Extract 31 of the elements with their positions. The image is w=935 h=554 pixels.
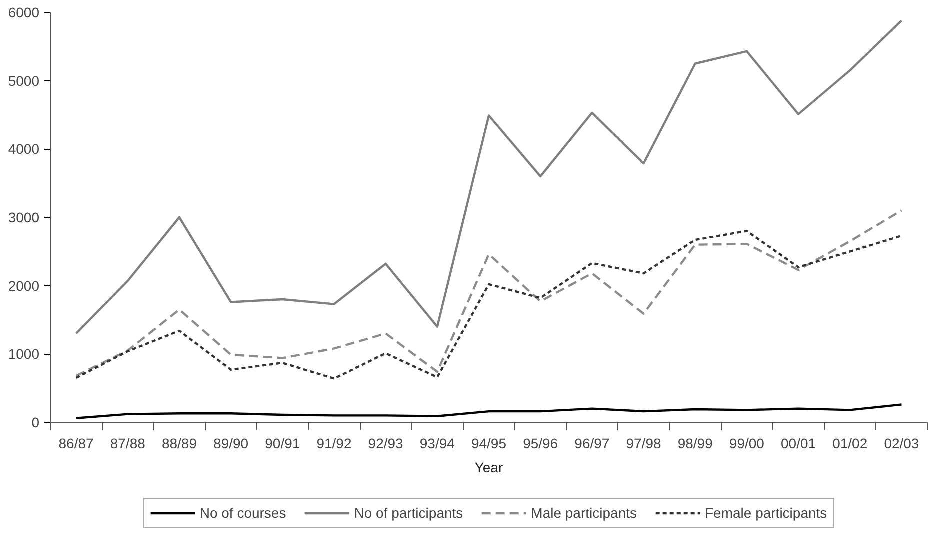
line-series [75,404,903,420]
x-tick-label: 01/02 [832,436,868,452]
x-tick-label: 92/93 [368,436,404,452]
y-tick-label: 2000 [8,278,40,294]
x-tick-label: 94/95 [471,436,507,452]
y-tick-label: 5000 [8,72,40,89]
x-tick-label: 90/91 [265,436,300,452]
x-tick-label: 89/90 [214,436,249,452]
x-tick-label: 02/03 [884,436,920,452]
x-tick-label: 00/01 [781,436,816,452]
x-tick-label: 97/98 [626,436,662,452]
legend-label: No of courses [200,505,286,521]
x-tick-label: 99/00 [729,436,765,452]
legend-label: Female participants [704,505,828,521]
y-tick-label: 4000 [8,141,40,158]
x-tick-label: 93/94 [420,436,456,452]
x-axis-title: Year [474,460,504,476]
y-tick-label: 3000 [8,210,40,226]
y-tick-label: 6000 [8,4,40,20]
x-tick-label: 96/97 [574,436,610,452]
x-tick-label: 87/88 [110,436,146,452]
x-tick-label: 95/96 [523,436,558,452]
legend-label: No of participants [354,505,464,521]
line-series [75,20,903,335]
x-tick-label: 88/89 [162,436,198,452]
legend-label: Male participants [531,505,637,521]
x-tick-label: 86/87 [58,436,94,452]
y-tick-label: 1000 [8,346,40,362]
x-tick-label: 98/99 [678,436,714,452]
x-tick-label: 91/92 [316,436,352,452]
y-tick-label: 0 [32,414,40,430]
